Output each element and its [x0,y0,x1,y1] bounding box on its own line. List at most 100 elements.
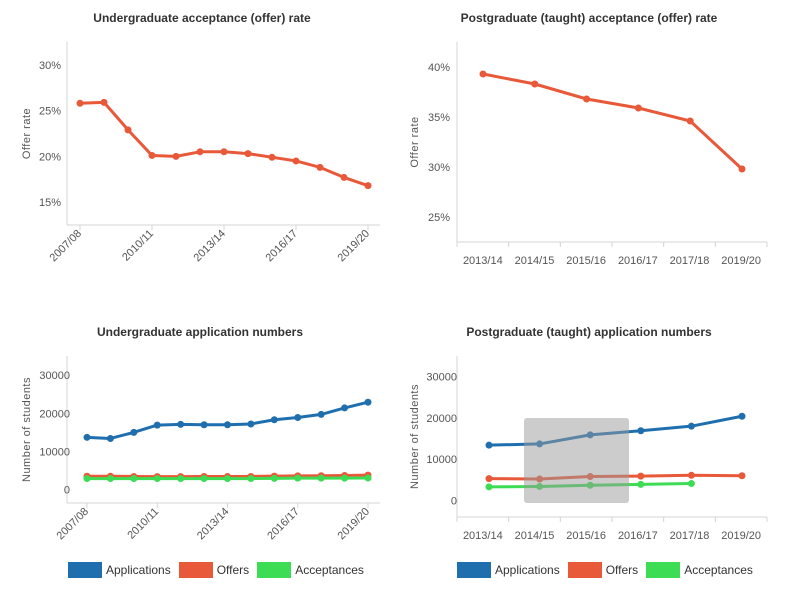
chart-title: Undergraduate acceptance (offer) rate [93,11,311,25]
data-point-applications[interactable] [83,433,91,441]
series-line-offer-rate [482,72,744,171]
data-point-acceptances[interactable] [224,475,231,483]
legend-swatch-offers [567,562,602,578]
data-point-acceptances[interactable] [247,475,255,483]
legend-item-applications[interactable]: Applications [68,562,171,578]
legend-swatch-applications [68,562,102,578]
y-tick-label: 30% [428,162,450,174]
y-axis-label: Offer rate [409,116,421,167]
series-line-applications [86,400,369,440]
pg-offer-rate-chart: Postgraduate (taught) acceptance (offer)… [409,11,768,267]
data-point-offers[interactable] [687,471,695,479]
data-point-acceptances[interactable] [177,475,185,483]
data-point-acceptances[interactable] [687,480,695,488]
data-point-acceptances[interactable] [364,474,372,482]
data-point-acceptances[interactable] [83,475,91,483]
ug-applications-chart: Undergraduate application numbers Number … [21,325,380,542]
data-point-offer-rate[interactable] [479,70,487,78]
data-point-offer-rate[interactable] [364,182,372,190]
legend-item-offers[interactable]: Offers [178,562,250,578]
x-tick-label: 2016/17 [265,506,302,543]
y-tick-label: 20% [39,151,61,163]
data-point-applications[interactable] [294,413,302,421]
x-tick-label: 2007/08 [55,506,92,543]
data-point-applications[interactable] [687,422,695,430]
data-point-offer-rate[interactable] [76,99,84,107]
series-line-offer-rate [79,100,369,188]
data-point-applications[interactable] [106,434,114,442]
data-point-acceptances[interactable] [106,475,114,483]
data-point-applications[interactable] [130,428,138,436]
data-point-applications[interactable] [200,421,208,429]
ug-legend: Applications Offers Acceptances [68,562,372,578]
data-point-applications[interactable] [270,416,278,424]
data-point-offer-rate[interactable] [634,104,642,112]
data-point-offer-rate[interactable] [148,151,156,159]
x-tick-label: 2019/20 [721,530,761,542]
y-axis-label: Offer rate [21,108,33,159]
y-tick-label: 10000 [426,454,457,466]
data-point-applications[interactable] [341,404,349,412]
data-point-applications[interactable] [364,398,372,406]
data-point-offer-rate[interactable] [172,152,180,160]
data-point-acceptances[interactable] [341,474,349,482]
data-point-offer-rate[interactable] [244,150,252,158]
data-point-offer-rate[interactable] [738,165,746,173]
data-point-acceptances[interactable] [637,480,645,488]
data-point-offer-rate[interactable] [268,153,276,161]
y-tick-label: 0 [64,485,70,497]
legend-item-applications[interactable]: Applications [457,562,560,578]
y-axis-label: Number of students [409,384,421,489]
data-point-offer-rate[interactable] [531,80,539,88]
data-point-offer-rate[interactable] [583,95,591,103]
data-point-offers[interactable] [738,472,746,480]
data-point-applications[interactable] [637,427,645,435]
x-tick-label: 2015/16 [566,255,606,267]
data-point-applications[interactable] [738,412,746,420]
data-point-offer-rate[interactable] [100,98,108,106]
x-tick-label: 2010/11 [125,506,161,542]
data-point-applications[interactable] [224,421,231,429]
data-point-offer-rate[interactable] [316,163,324,171]
data-point-offers[interactable] [485,475,493,483]
x-tick-label: 2016/17 [618,530,658,542]
legend-item-acceptances[interactable]: Acceptances [257,562,364,578]
y-tick-label: 0 [451,495,457,507]
data-point-acceptances[interactable] [317,474,325,482]
data-point-acceptances[interactable] [153,475,161,483]
data-point-applications[interactable] [153,421,161,429]
legend-label-offers: Offers [216,563,250,577]
data-point-applications[interactable] [247,420,255,428]
y-tick-label: 35% [428,112,450,124]
data-point-acceptances[interactable] [485,483,493,491]
data-point-offer-rate[interactable] [340,173,348,181]
data-point-acceptances[interactable] [270,474,278,482]
x-tick-label: 2019/20 [336,506,373,543]
data-point-offer-rate[interactable] [686,117,694,125]
x-tick-label: 2013/14 [463,530,503,542]
data-point-offers[interactable] [637,472,645,480]
y-tick-label: 30% [39,60,61,72]
data-point-applications[interactable] [177,420,185,428]
data-point-offer-rate[interactable] [124,126,132,134]
data-point-offer-rate[interactable] [196,148,204,156]
data-point-applications[interactable] [317,410,325,418]
x-tick-label: 2017/18 [670,530,710,542]
legend-item-offers[interactable]: Offers [567,562,638,578]
data-point-acceptances[interactable] [130,475,138,483]
data-point-acceptances[interactable] [294,474,302,482]
x-tick-label: 2013/14 [192,228,229,265]
legend-swatch-acceptances [646,562,681,578]
data-point-acceptances[interactable] [200,475,208,483]
legend-item-acceptances[interactable]: Acceptances [646,562,753,578]
x-tick-label: 2013/14 [463,255,503,267]
data-point-offer-rate[interactable] [220,148,228,156]
ug-offer-rate-chart: Undergraduate acceptance (offer) rate Off… [21,11,380,264]
data-point-offer-rate[interactable] [292,157,300,165]
y-tick-label: 30000 [426,372,457,384]
x-tick-label: 2016/17 [618,255,658,267]
data-point-applications[interactable] [485,441,493,449]
legend-swatch-acceptances [257,562,292,578]
x-tick-label: 2014/15 [515,530,555,542]
